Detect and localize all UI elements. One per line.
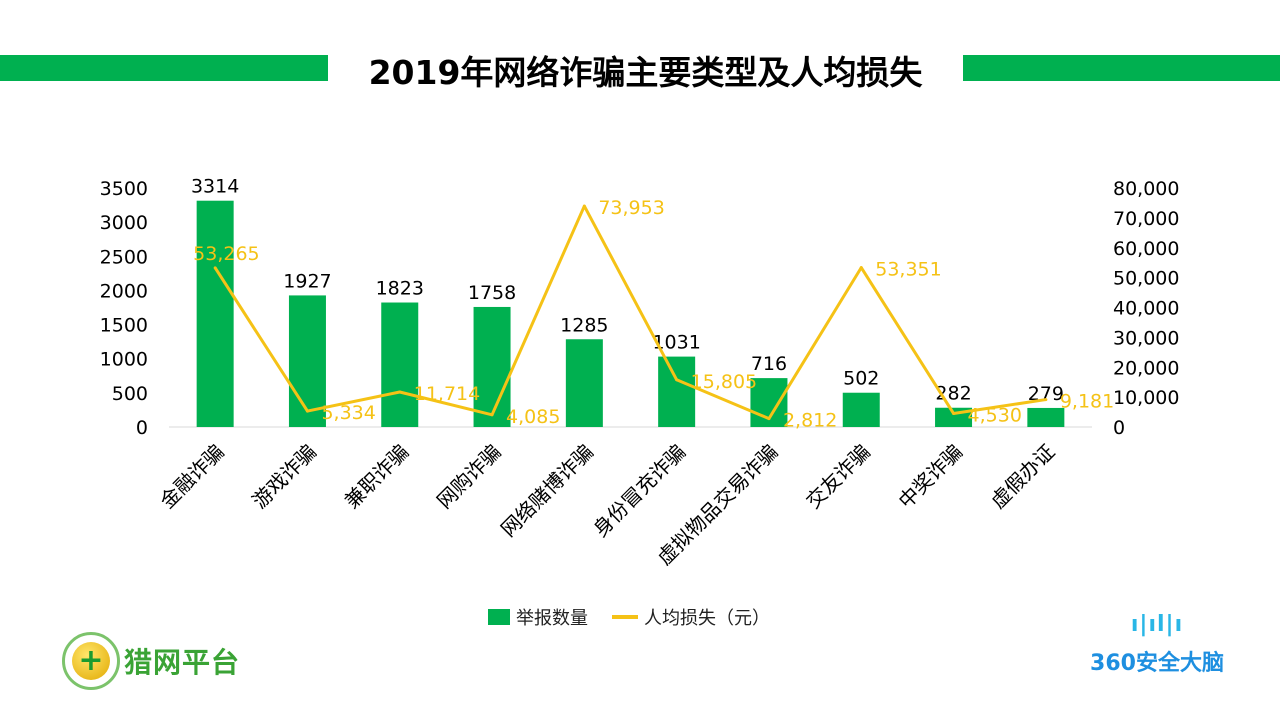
category-label: 中奖诈骗 [894,440,968,514]
line-point [398,390,402,394]
left-tick-label: 1000 [100,349,148,371]
line-point [305,409,309,413]
line-data-label: 73,953 [598,197,664,219]
line-data-label: 4,530 [968,404,1022,426]
left-tick-label: 3500 [100,178,148,200]
right-tick-label: 0 [1113,417,1125,439]
bar-data-label: 1285 [560,314,608,336]
page-title: 2019年网络诈骗主要类型及人均损失 [368,53,923,92]
bar-data-label: 502 [843,368,879,390]
right-tick-label: 60,000 [1113,238,1179,260]
right-tick-label: 10,000 [1113,387,1179,409]
legend-bar-swatch [488,609,510,625]
right-tick-label: 20,000 [1113,357,1179,379]
soundwave-icon: ı|ıl|ı [1130,612,1184,637]
bar-data-label: 1823 [376,278,424,300]
left-tick-label: 1500 [100,315,148,337]
right-tick-label: 30,000 [1113,327,1179,349]
combo-chart: 0 500 1000 1500 2000 2500 3000 3500 0 10,000 20,00… [100,176,1180,570]
category-label: 金融诈骗 [155,440,229,514]
bar [381,302,419,427]
lieweng-logo: + 猎网平台 [62,632,240,690]
bar [842,392,880,427]
laurel-emblem-icon: + [62,632,120,690]
category-label: 兼职诈骗 [340,440,414,514]
bar [473,306,511,427]
title-band-right [963,55,1280,81]
left-tick-label: 0 [136,417,148,439]
line-point [859,266,863,270]
bar-data-label: 716 [751,353,787,375]
left-tick-label: 500 [112,383,148,405]
line-data-label: 2,812 [783,410,837,432]
line-point [767,417,771,421]
left-tick-label: 2500 [100,246,148,268]
category-label: 游戏诈骗 [247,440,321,514]
bar-data-label: 1031 [652,332,700,354]
legend: 举报数量 人均损失（元） [488,604,770,630]
category-label: 身份冒充诈骗 [588,440,690,542]
line-point [490,413,494,417]
line-point [582,204,586,208]
line-data-label: 5,334 [321,402,375,424]
right-tick-label: 40,000 [1113,298,1179,320]
bar-data-label: 3314 [191,176,239,198]
bar-data-label: 1758 [468,282,516,304]
legend-line-swatch [612,615,638,619]
line-data-label: 9,181 [1060,391,1114,413]
legend-bar-label: 举报数量 [516,608,588,629]
line-data-label: 11,714 [414,383,480,405]
line-data-label: 4,085 [506,406,560,428]
category-label: 交友诈骗 [801,440,875,514]
logo-right-text: 360安全大脑 [1090,651,1224,676]
line-data-label: 53,265 [193,243,259,265]
bar [565,339,603,427]
line-point [213,266,217,270]
left-tick-label: 3000 [100,212,148,234]
360-brain-logo: ı|ıl|ı 360安全大脑 [1072,612,1242,677]
title-band-left [0,55,328,81]
right-tick-label: 50,000 [1113,268,1179,290]
bar [658,356,696,427]
right-tick-label: 70,000 [1113,208,1179,230]
logo-left-text: 猎网平台 [124,646,241,679]
right-tick-label: 80,000 [1113,178,1179,200]
left-tick-label: 2000 [100,280,148,302]
bar [1027,407,1065,427]
bar [288,295,326,427]
line-data-label: 53,351 [875,259,941,281]
category-label: 虚假办证 [986,440,1060,514]
line-data-label: 15,805 [691,371,757,393]
bar-data-label: 1927 [283,270,331,292]
legend-line-label: 人均损失（元） [644,608,770,629]
line-point [675,378,679,382]
line-point [952,411,956,415]
bar [196,200,234,427]
category-label: 网购诈骗 [432,440,506,514]
category-label: 网络赌博诈骗 [496,440,598,542]
loss-line [213,204,1047,421]
line-point [1044,398,1048,402]
